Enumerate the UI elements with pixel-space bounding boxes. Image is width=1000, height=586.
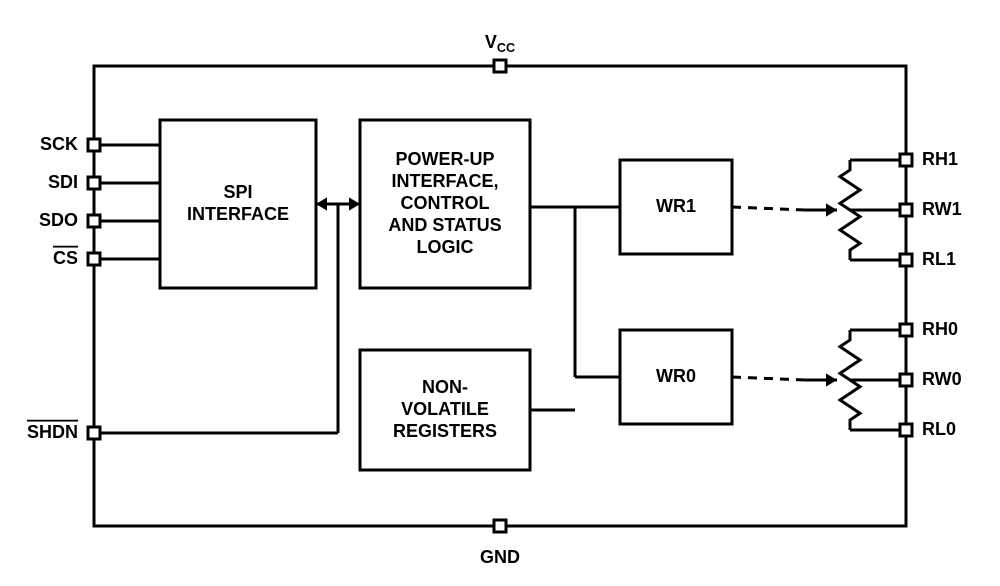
block-nvreg-line-2: REGISTERS — [393, 421, 497, 441]
pin-shdn — [88, 427, 100, 439]
label-rl1: RL1 — [922, 249, 956, 269]
block-power-line-2: CONTROL — [401, 193, 490, 213]
block-power-line-1: INTERFACE, — [391, 171, 498, 191]
block-power-line-3: AND STATUS — [388, 215, 501, 235]
pin-sdi — [88, 177, 100, 189]
pin-rh1 — [900, 154, 912, 166]
pin-gnd — [494, 520, 506, 532]
pin-rl0 — [900, 424, 912, 436]
label-gnd: GND — [480, 547, 520, 567]
label-shdn: SHDN — [27, 422, 78, 442]
block-nvreg-line-0: NON- — [422, 377, 468, 397]
label-rh1: RH1 — [922, 149, 958, 169]
label-rw0: RW0 — [922, 369, 962, 389]
pin-rl1 — [900, 254, 912, 266]
block-wr0-line-0: WR0 — [656, 366, 696, 386]
label-cs: CS — [53, 248, 78, 268]
label-sck: SCK — [40, 134, 78, 154]
pin-rw1 — [900, 204, 912, 216]
pin-sck — [88, 139, 100, 151]
block-power-line-0: POWER-UP — [396, 149, 495, 169]
block-diagram: VCCGNDSPIINTERFACEPOWER-UPINTERFACE,CONT… — [0, 0, 1000, 586]
pin-cs — [88, 253, 100, 265]
label-rl0: RL0 — [922, 419, 956, 439]
block-wr1-line-0: WR1 — [656, 196, 696, 216]
pin-rw0 — [900, 374, 912, 386]
block-spi-line-0: SPI — [223, 182, 252, 202]
label-sdi: SDI — [48, 172, 78, 192]
block-spi-line-1: INTERFACE — [187, 204, 289, 224]
label-rh0: RH0 — [922, 319, 958, 339]
block-power-line-4: LOGIC — [417, 237, 474, 257]
label-sdo: SDO — [39, 210, 78, 230]
pin-vcc — [494, 60, 506, 72]
pin-sdo — [88, 215, 100, 227]
block-nvreg-line-1: VOLATILE — [401, 399, 489, 419]
pin-rh0 — [900, 324, 912, 336]
label-rw1: RW1 — [922, 199, 962, 219]
